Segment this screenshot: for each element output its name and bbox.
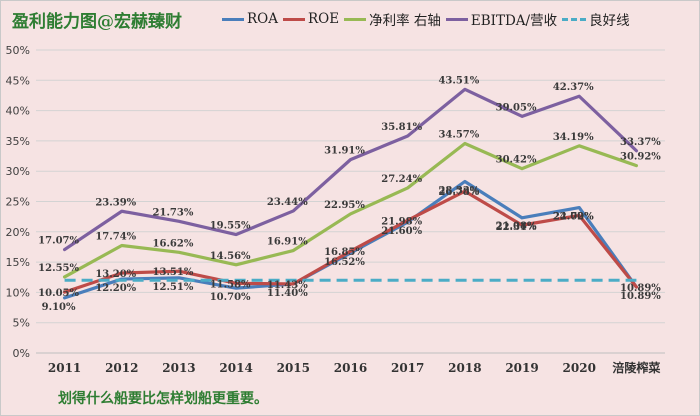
data-label-roe: 22.72% bbox=[553, 211, 594, 222]
legend-label-good: 良好线 bbox=[589, 13, 630, 29]
x-tick-label: 2015 bbox=[277, 361, 310, 375]
data-label-ebitda: 23.44% bbox=[267, 197, 308, 208]
data-label-ebitda: 43.51% bbox=[438, 75, 479, 86]
data-label-roe: 13.51% bbox=[153, 267, 194, 278]
data-label-net: 30.42% bbox=[496, 155, 537, 166]
legend-label-roe: ROE bbox=[307, 11, 340, 27]
y-tick-label: 10% bbox=[6, 286, 30, 299]
data-label-net: 17.74% bbox=[95, 231, 136, 242]
data-label-roe: 10.89% bbox=[620, 283, 661, 294]
x-tick-label: 涪陵榨菜 bbox=[612, 360, 660, 375]
x-tick-label: 2020 bbox=[563, 361, 596, 375]
y-tick-label: 50% bbox=[6, 44, 30, 57]
data-label-roa: 21.60% bbox=[381, 226, 422, 237]
legend-swatch-good bbox=[562, 17, 587, 21]
y-tick-label: 25% bbox=[6, 196, 30, 209]
y-tick-label: 15% bbox=[6, 256, 30, 269]
x-tick-label: 2014 bbox=[219, 361, 252, 375]
data-label-roa: 11.40% bbox=[267, 288, 308, 299]
data-label-ebitda: 39.05% bbox=[496, 102, 537, 113]
data-label-net: 16.91% bbox=[267, 237, 308, 248]
data-label-roa: 9.10% bbox=[42, 302, 76, 313]
data-label-roa: 24.00% bbox=[553, 212, 594, 223]
x-tick-label: 2013 bbox=[162, 361, 195, 375]
data-label-roe: 11.58% bbox=[210, 279, 251, 290]
data-label-roe: 26.78% bbox=[438, 187, 479, 198]
y-tick-label: 20% bbox=[6, 226, 30, 239]
data-label-roe: 21.98% bbox=[381, 216, 422, 227]
x-tick-label: 2011 bbox=[48, 361, 81, 375]
legend-item-roe: ROE bbox=[282, 11, 340, 27]
x-tick-label: 2012 bbox=[105, 361, 138, 375]
data-label-roa: 16.52% bbox=[324, 257, 365, 268]
data-label-net: 27.24% bbox=[381, 174, 422, 185]
footnote: 划得什么船要比怎样划船更重要。 bbox=[58, 391, 268, 407]
legend: ROA ROE 净利率 右轴 EBITDA/营收 良好线 bbox=[222, 9, 635, 29]
data-label-ebitda: 17.07% bbox=[38, 236, 79, 247]
data-label-roa: 10.70% bbox=[210, 292, 251, 303]
data-label-net: 34.57% bbox=[438, 130, 479, 141]
legend-label-roa: ROA bbox=[247, 11, 278, 27]
data-label-ebitda: 23.39% bbox=[95, 197, 136, 208]
legend-swatch-net bbox=[344, 17, 367, 21]
data-label-roe: 21.08% bbox=[496, 221, 537, 232]
data-label-ebitda: 42.37% bbox=[553, 82, 594, 93]
legend-item-ebitda: EBITDA/营收 bbox=[445, 9, 558, 29]
data-label-net: 22.95% bbox=[324, 200, 365, 211]
data-label-net: 30.92% bbox=[620, 152, 661, 163]
data-label-roa: 28.33% bbox=[438, 186, 479, 197]
data-label-roe: 10.05% bbox=[38, 288, 79, 299]
data-label-ebitda: 19.55% bbox=[210, 221, 251, 232]
data-label-ebitda: 33.37% bbox=[620, 137, 661, 148]
legend-swatch-roe bbox=[282, 17, 305, 21]
x-tick-label: 2017 bbox=[391, 361, 424, 375]
legend-label-net: 净利率 右轴 bbox=[369, 13, 441, 29]
y-tick-label: 30% bbox=[6, 165, 30, 178]
data-label-roe: 11.43% bbox=[267, 280, 308, 291]
data-label-ebitda: 35.81% bbox=[381, 122, 422, 133]
legend-item-net: 净利率 右轴 bbox=[344, 9, 441, 29]
y-tick-label: 0% bbox=[13, 347, 30, 360]
y-tick-label: 45% bbox=[6, 74, 30, 87]
y-tick-label: 5% bbox=[13, 317, 30, 330]
data-label-ebitda: 21.73% bbox=[153, 207, 194, 218]
series-line-ebitda bbox=[62, 87, 639, 252]
legend-label-ebitda: EBITDA/营收 bbox=[470, 13, 558, 29]
legend-item-good: 良好线 bbox=[562, 9, 630, 29]
data-label-net: 14.56% bbox=[210, 251, 251, 262]
data-label-roa: 12.51% bbox=[153, 282, 194, 293]
x-tick-label: 2016 bbox=[334, 361, 367, 375]
y-tick-label: 40% bbox=[6, 105, 30, 118]
data-label-roe: 13.20% bbox=[95, 269, 136, 280]
legend-swatch-ebitda bbox=[445, 17, 468, 21]
data-label-net: 16.62% bbox=[153, 238, 194, 249]
data-label-ebitda: 31.91% bbox=[324, 146, 365, 157]
data-label-roa: 22.31% bbox=[496, 222, 537, 233]
legend-item-roa: ROA bbox=[222, 11, 278, 27]
legend-swatch-roa bbox=[222, 17, 244, 21]
data-label-net: 12.55% bbox=[38, 263, 79, 274]
data-label-roa: 10.89% bbox=[620, 291, 661, 302]
x-tick-label: 2019 bbox=[505, 361, 538, 375]
data-label-net: 34.19% bbox=[553, 132, 594, 143]
chart-title: 盈利能力图@宏赫臻财 bbox=[12, 12, 182, 32]
data-label-roe: 16.85% bbox=[324, 247, 365, 258]
x-tick-label: 2018 bbox=[448, 361, 481, 375]
data-label-roa: 12.20% bbox=[95, 283, 136, 294]
y-tick-label: 35% bbox=[6, 135, 30, 148]
